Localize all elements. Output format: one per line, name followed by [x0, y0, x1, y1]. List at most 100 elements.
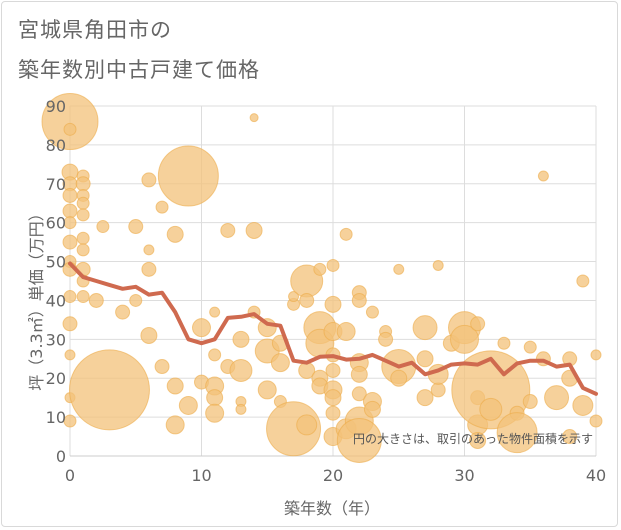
bubble — [63, 216, 77, 230]
x-tick-label: 10 — [191, 466, 211, 485]
bubble — [589, 414, 603, 428]
bubble — [41, 93, 99, 151]
bubble — [390, 369, 408, 387]
bubble — [192, 318, 211, 338]
bubble — [572, 394, 594, 416]
bubble — [141, 172, 157, 188]
bubble — [154, 359, 170, 375]
bubble — [178, 395, 198, 415]
x-axis-title: 築年数（年） — [284, 499, 380, 518]
y-tick-label: 20 — [46, 369, 66, 388]
bubble — [350, 365, 368, 383]
bubble — [249, 113, 259, 123]
bubble — [63, 122, 77, 136]
bubble — [76, 208, 90, 222]
bubble — [166, 377, 184, 395]
bubble — [469, 431, 487, 449]
size-note: 円の大きさは、取引のあった物件面積を示す — [353, 431, 593, 446]
bubble — [141, 261, 157, 277]
bubble — [299, 292, 315, 308]
bubble — [339, 227, 353, 241]
bubble — [378, 331, 394, 347]
bubble — [76, 290, 90, 304]
average-price-line — [68, 261, 598, 396]
bubble — [432, 259, 444, 271]
bubble — [324, 389, 342, 407]
bubble — [63, 290, 77, 304]
y-tick-label: 40 — [46, 291, 66, 310]
bubble — [68, 349, 150, 431]
x-tick-label: 0 — [65, 466, 75, 485]
chart-title-line1: 宮城県角田市の — [18, 18, 172, 42]
bubble — [166, 225, 184, 243]
x-tick-label: 40 — [586, 466, 606, 485]
bubble — [416, 389, 434, 407]
bubble — [208, 348, 222, 362]
bubble — [257, 380, 277, 400]
bubble — [325, 405, 341, 421]
bubble — [351, 386, 367, 402]
bubble — [351, 292, 367, 308]
bubble — [209, 306, 221, 318]
bubble — [143, 244, 155, 256]
bubble — [220, 222, 236, 238]
bubble — [75, 176, 91, 192]
bubble — [522, 394, 538, 410]
bubble — [115, 304, 131, 320]
bubble — [296, 414, 318, 436]
y-tick-label: 30 — [46, 330, 66, 349]
y-tick-label: 70 — [46, 175, 66, 194]
bubble — [576, 274, 590, 288]
bubble — [497, 336, 511, 350]
bubble — [140, 326, 158, 344]
bubble — [245, 221, 263, 239]
bubble — [76, 196, 90, 210]
bubble — [313, 262, 327, 276]
y-tick-label: 80 — [46, 136, 66, 155]
bubble — [88, 292, 104, 308]
bubble — [205, 403, 225, 423]
bubble — [363, 400, 381, 418]
bubble — [365, 305, 379, 319]
bubble — [232, 330, 250, 348]
bubble — [450, 324, 479, 354]
x-tick-labels: 0 10 20 30 40 — [65, 466, 606, 485]
bubble — [229, 358, 253, 382]
bubble — [165, 415, 185, 435]
bubble — [393, 263, 405, 275]
x-tick-label: 20 — [323, 466, 343, 485]
bubble — [412, 315, 438, 341]
y-tick-label: 90 — [46, 97, 66, 116]
bubble — [129, 293, 143, 307]
bubble — [496, 412, 538, 454]
y-tick-labels: 0 10 20 30 40 50 60 70 80 90 — [46, 97, 66, 466]
bubble — [470, 316, 486, 332]
bubble — [523, 340, 537, 354]
y-tick-label: 50 — [46, 253, 66, 272]
bubble — [270, 353, 290, 373]
bubble — [326, 258, 340, 272]
bubbles — [41, 93, 603, 463]
bubble — [76, 243, 90, 257]
bubble — [537, 170, 549, 182]
bubble — [336, 322, 356, 342]
bubble — [544, 385, 570, 411]
bubble — [155, 200, 169, 214]
y-tick-label: 60 — [46, 214, 66, 233]
y-tick-label: 10 — [46, 408, 66, 427]
bubble — [157, 145, 219, 207]
bubble — [62, 234, 78, 250]
bubble — [416, 350, 434, 368]
y-axis-title: 坪（3.3㎡）単価（万円） — [27, 205, 46, 390]
chart-title-line2: 築年数別中古戸建て価格 — [18, 58, 260, 82]
bubble — [206, 389, 224, 407]
bubble — [325, 362, 341, 378]
x-tick-label: 30 — [454, 466, 474, 485]
bubble — [590, 349, 602, 361]
bubble — [430, 382, 446, 398]
bubble — [479, 397, 503, 421]
bubble — [336, 417, 382, 463]
bubble — [235, 403, 247, 415]
bubble — [63, 414, 77, 428]
